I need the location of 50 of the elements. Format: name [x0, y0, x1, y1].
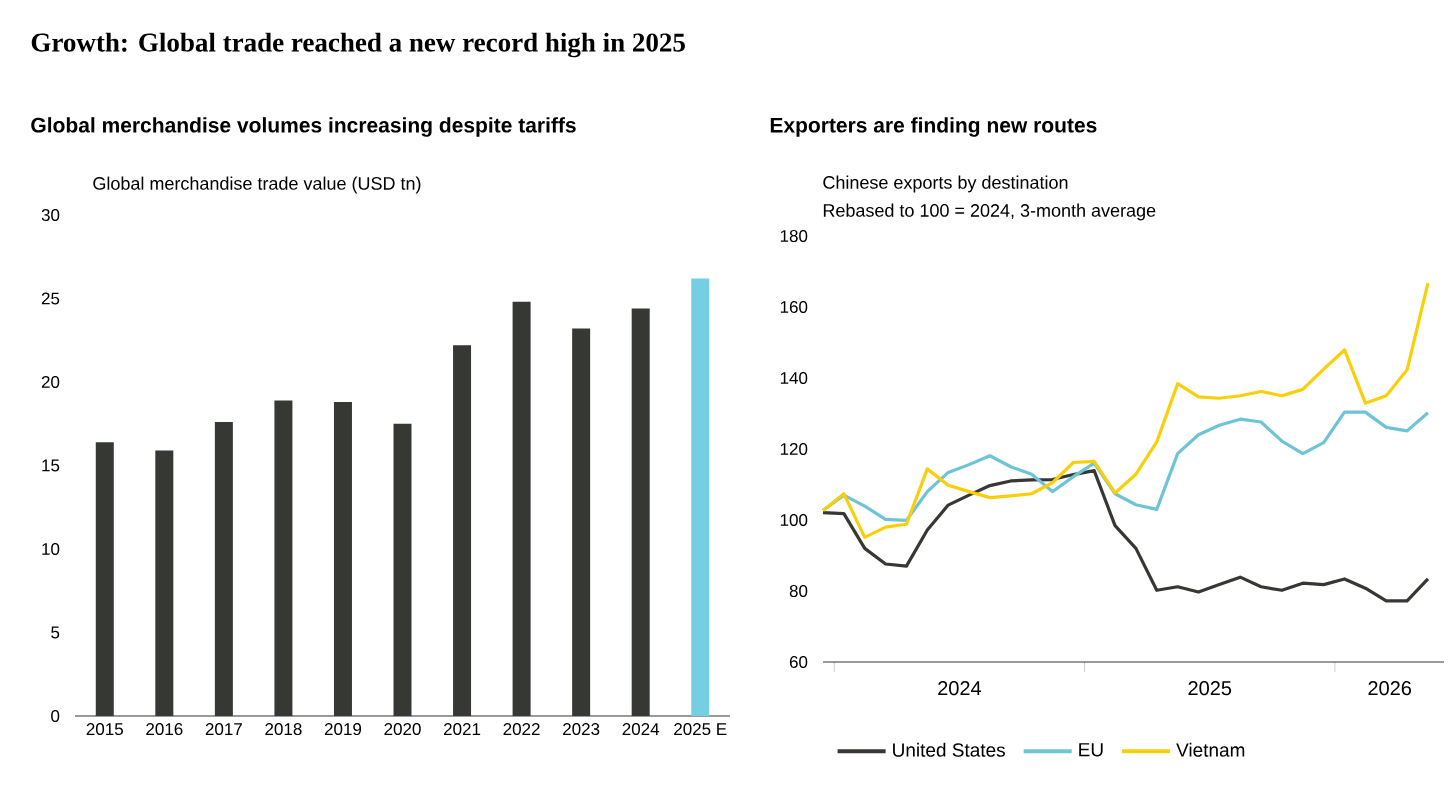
bar	[333, 402, 352, 716]
chart-subtitle: Global merchandise volumes increasing despite tariffs	[31, 117, 576, 137]
y-tick-label: 5	[51, 626, 60, 639]
x-tick-label: 2018	[265, 723, 302, 736]
legend-label: United States	[893, 742, 1005, 757]
x-tick-label: 2026	[1368, 681, 1412, 696]
x-tick-label: 2024	[622, 723, 660, 736]
legend-label: EU	[1079, 743, 1103, 757]
y-tick-label: 20	[41, 376, 60, 389]
bar	[155, 450, 174, 716]
x-tick-label: 2016	[146, 723, 183, 736]
legend-label: Vietnam	[1176, 742, 1245, 757]
y-tick-label: 80	[789, 585, 808, 598]
bar	[393, 423, 412, 716]
x-tick-label: 2024	[938, 681, 982, 696]
y-tick-label: 30	[41, 209, 60, 222]
chart-title: Growth: Global trade reached a new record high in 2025	[31, 32, 685, 58]
x-tick-label: 2022	[503, 723, 540, 736]
bar	[572, 328, 591, 716]
y-tick-label: 160	[780, 301, 808, 314]
x-tick-label: 2020	[384, 723, 421, 736]
bar	[274, 400, 293, 716]
bar	[214, 422, 233, 716]
y-tick-label: 180	[780, 230, 808, 243]
y-tick-label: 140	[780, 372, 808, 385]
y-axis-title: Global merchandise trade value (USD tn)	[93, 176, 421, 194]
chart-title: Exporters are finding new routes	[770, 117, 1097, 137]
y-tick-label: 0	[51, 710, 60, 723]
x-tick-label: 2019	[324, 723, 362, 736]
line-series	[821, 281, 1430, 539]
bar	[691, 278, 710, 716]
x-tick-label: 2021	[443, 723, 481, 736]
line-series	[821, 469, 1430, 603]
bar	[95, 442, 114, 716]
text: Rebased to 100 = 2024, 3-month average	[823, 203, 1156, 221]
x-tick-label: 2023	[563, 723, 600, 736]
y-tick-label: 15	[42, 459, 60, 472]
x-tick-label: 2025	[1188, 681, 1232, 696]
y-tick-label: 10	[42, 543, 60, 556]
y-tick-label: 100	[780, 514, 808, 527]
y-axis-title: Chinese exports by destination	[823, 175, 1068, 193]
bar	[631, 308, 650, 716]
x-tick-label: 2015	[86, 723, 123, 736]
x-tick-label: 2017	[205, 723, 242, 736]
bar	[512, 301, 531, 716]
y-tick-label: 60	[789, 656, 808, 669]
bar	[453, 345, 472, 716]
y-tick-label: 25	[41, 292, 60, 305]
y-tick-label: 120	[780, 443, 808, 456]
x-tick-label: 2025 E	[674, 723, 727, 736]
